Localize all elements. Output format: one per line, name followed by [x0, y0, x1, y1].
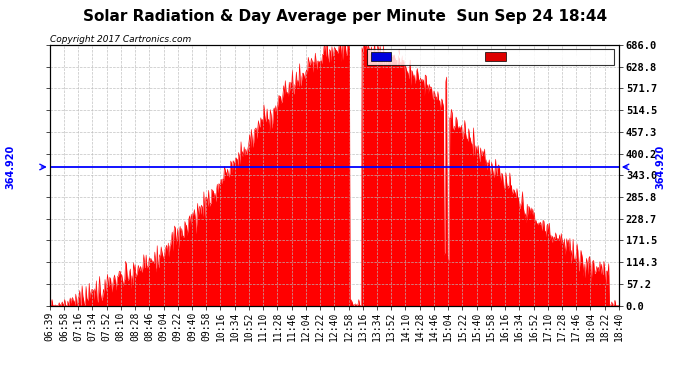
Text: Solar Radiation & Day Average per Minute  Sun Sep 24 18:44: Solar Radiation & Day Average per Minute… [83, 9, 607, 24]
Text: 364.920: 364.920 [6, 145, 16, 189]
Text: 364.920: 364.920 [656, 145, 666, 189]
Text: Copyright 2017 Cartronics.com: Copyright 2017 Cartronics.com [50, 35, 191, 44]
Legend: Median (w/m2), Radiation (w/m2): Median (w/m2), Radiation (w/m2) [368, 49, 613, 65]
